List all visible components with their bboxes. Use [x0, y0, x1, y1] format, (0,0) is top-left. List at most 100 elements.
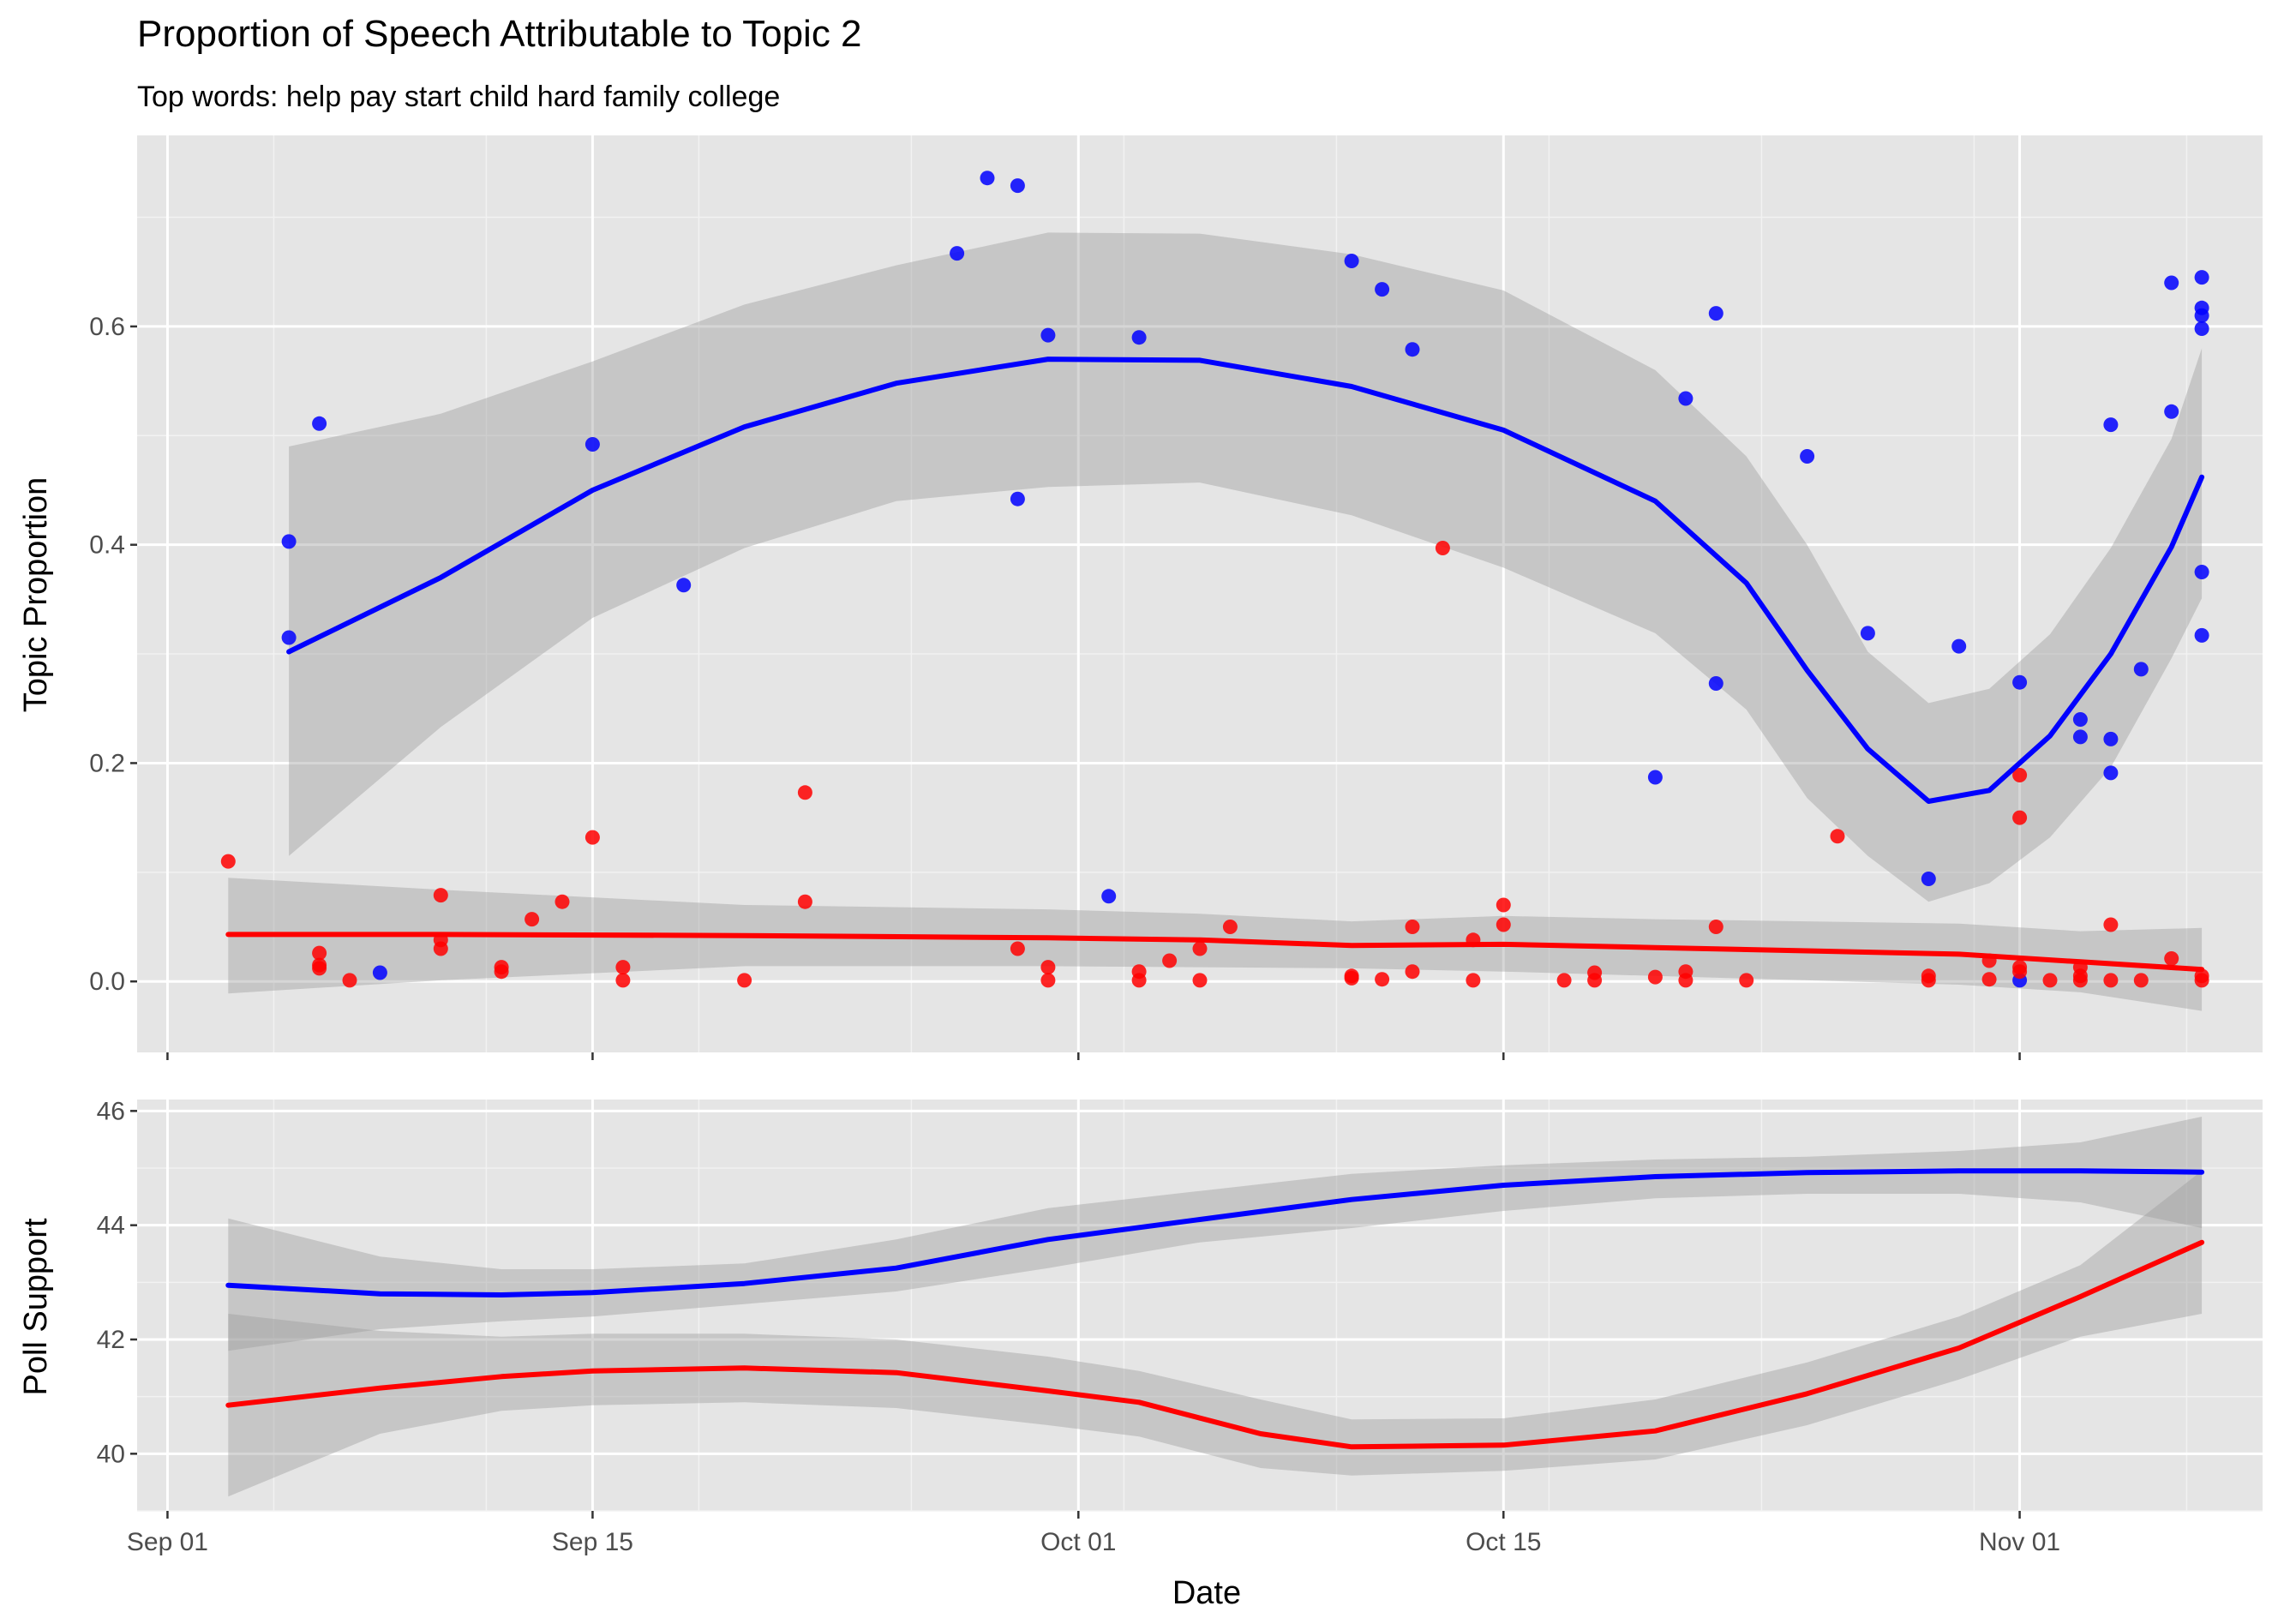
- top-blue-point: [312, 416, 327, 431]
- top-blue-point: [281, 534, 297, 549]
- top-red-point: [1375, 972, 1390, 987]
- top-red-point: [2042, 973, 2058, 988]
- bottom-y-axis-title: Poll Support: [18, 1218, 54, 1395]
- top-red-point: [1192, 973, 1208, 988]
- top-blue-point: [676, 578, 692, 593]
- top-red-point: [615, 960, 631, 975]
- x-axis-title: Date: [1172, 1575, 1241, 1611]
- top-blue-point: [2072, 712, 2088, 727]
- top-blue-point: [1040, 327, 1056, 343]
- chart-title: Proportion of Speech Attributable to Top…: [137, 13, 862, 55]
- top-y-tick-label: 0.6: [89, 313, 125, 341]
- top-red-point: [1587, 973, 1603, 988]
- top-blue-point: [980, 171, 995, 186]
- bottom-y-tick-label: 44: [97, 1212, 125, 1240]
- top-red-point: [2012, 768, 2028, 782]
- top-blue-point: [2194, 627, 2209, 643]
- top-red-point: [525, 912, 540, 927]
- top-red-point: [1040, 960, 1056, 975]
- x-tick-label: Oct 01: [1040, 1528, 1116, 1556]
- bottom-blue-smooth-line: [225, 1168, 2205, 1297]
- bottom-red-smooth-line: [225, 1239, 2205, 1450]
- top-blue-point: [1647, 770, 1663, 785]
- top-blue-point: [1344, 254, 1359, 268]
- topic-proportion-panel: 0.0 0.2 0.4 0.6: [89, 135, 2263, 1060]
- top-red-point: [737, 973, 752, 988]
- top-blue-point: [2012, 674, 2028, 690]
- top-blue-point: [950, 246, 965, 261]
- top-blue-point: [2164, 404, 2179, 419]
- top-red-point: [1192, 941, 1208, 956]
- top-y-tick-label: 0.2: [89, 749, 125, 777]
- top-blue-point: [1010, 491, 1025, 506]
- top-blue-point: [2194, 270, 2209, 285]
- top-red-point: [1010, 941, 1025, 956]
- top-blue-point: [1921, 872, 1936, 886]
- top-blue-point: [2194, 308, 2209, 323]
- top-blue-point: [2103, 731, 2119, 746]
- top-red-point: [312, 961, 327, 976]
- top-red-point: [1344, 970, 1359, 986]
- top-red-point: [1435, 541, 1450, 555]
- top-red-point: [1222, 920, 1238, 934]
- top-red-point: [1830, 829, 1845, 844]
- top-red-point: [2194, 973, 2209, 988]
- top-red-point: [1496, 917, 1511, 932]
- x-tick-label: Sep 15: [552, 1528, 633, 1556]
- top-red-point: [1678, 973, 1694, 988]
- top-red-point: [1647, 969, 1663, 985]
- top-red-point: [312, 945, 327, 961]
- poll-support-panel: 40 42 44 46 Sep 01 Sep 15 Oct 01 Oct 15 Nov 01: [97, 1097, 2263, 1556]
- top-blue-point: [2103, 765, 2119, 781]
- top-red-point: [1739, 973, 1754, 988]
- top-red-smooth-line: [225, 932, 2205, 973]
- top-blue-point: [2103, 417, 2119, 433]
- top-blue-point: [1800, 449, 1815, 464]
- bottom-red-confidence-band: [228, 1171, 2203, 1497]
- top-red-confidence-band: [228, 878, 2203, 1011]
- top-blue-point: [1708, 676, 1723, 691]
- top-blue-point: [1951, 638, 1967, 654]
- top-blue-point: [584, 437, 600, 452]
- top-red-point: [1496, 897, 1511, 913]
- top-y-axis-title: Topic Proportion: [18, 477, 54, 713]
- top-red-point: [2164, 951, 2179, 966]
- top-red-point: [584, 830, 600, 845]
- top-blue-point: [281, 630, 297, 645]
- x-tick-label: Oct 15: [1466, 1528, 1541, 1556]
- top-red-point: [1981, 972, 1997, 987]
- top-red-point: [1405, 964, 1420, 980]
- top-blue-point: [1101, 889, 1117, 904]
- chart-subtitle: Top words: help pay start child hard fam…: [137, 81, 780, 113]
- top-y-tick-label: 0.4: [89, 531, 125, 560]
- top-red-point: [615, 973, 631, 988]
- top-red-point: [797, 894, 812, 909]
- top-red-point: [2103, 917, 2119, 932]
- top-red-point: [1040, 973, 1056, 988]
- top-red-point: [1556, 973, 1572, 988]
- bottom-y-tick-label: 42: [97, 1326, 125, 1354]
- top-red-point: [1162, 953, 1178, 968]
- top-red-point: [2012, 810, 2028, 825]
- bottom-y-tick-label: 46: [97, 1097, 125, 1125]
- top-red-point: [555, 894, 570, 909]
- top-blue-point: [1375, 282, 1390, 297]
- top-red-point: [2072, 973, 2088, 988]
- top-blue-point: [372, 965, 387, 980]
- top-plot-background: [137, 135, 2263, 1052]
- top-blue-smooth-line: [286, 357, 2205, 804]
- top-red-point: [1405, 920, 1420, 934]
- top-red-point: [494, 964, 509, 980]
- top-blue-point: [2072, 729, 2088, 745]
- top-blue-point: [1708, 306, 1723, 321]
- top-y-tick-label: 0.0: [89, 968, 125, 996]
- top-red-point: [797, 785, 812, 800]
- top-blue-point: [1131, 330, 1147, 345]
- top-red-point: [2012, 964, 2028, 980]
- x-tick-label: Nov 01: [1979, 1528, 2060, 1556]
- top-red-point: [220, 854, 236, 869]
- top-blue-point: [2194, 321, 2209, 336]
- top-blue-point: [1010, 178, 1025, 194]
- top-blue-point: [2164, 275, 2179, 291]
